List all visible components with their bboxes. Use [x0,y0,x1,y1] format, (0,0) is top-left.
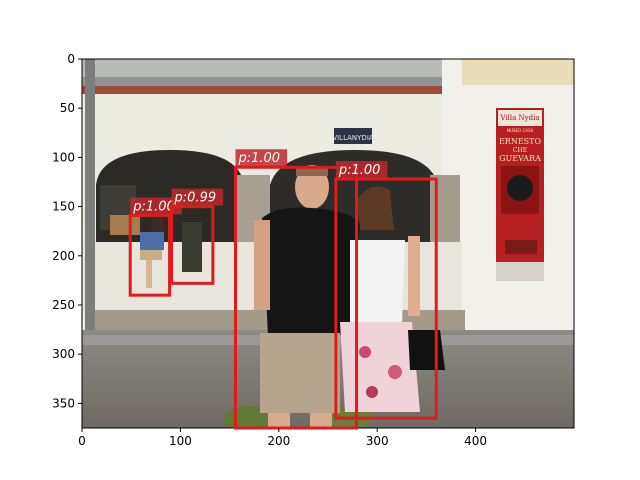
person-small-2 [182,206,202,272]
detection-label: p:1.00 [338,163,381,178]
poster-title: Villa Nydia [499,114,539,122]
y-ticks: 0 50 100 150 200 250 300 350 [52,52,82,410]
poster-line3: ERNESTO [499,137,542,146]
y-tick-label: 350 [52,396,75,410]
poster: Villa Nydia MUSEO CASA ERNESTO CHE GUEVA… [496,108,544,281]
x-ticks: 0 100 200 300 400 [78,428,487,448]
detection-label-bg [171,188,224,206]
photo: VILLANYDIA Villa Nydia MUSEO CASA ERNEST… [82,59,574,428]
detection-box [128,213,172,297]
person-small-1 [140,218,165,288]
roof [82,59,442,77]
detection-label: p:0.99 [174,191,217,206]
detection-label-bg [235,149,288,167]
y-tick-label: 300 [52,347,75,361]
detections: p:1.00p:0.99p:1.00p:1.00 [128,149,438,430]
y-tick-label: 0 [67,52,75,66]
detection-label-bg [335,161,388,179]
roof-tiles [82,86,462,94]
x-tick-label: 200 [267,434,290,448]
poster-line4: CHE [513,147,527,154]
y-tick-label: 200 [52,249,75,263]
detection-label: p:1.00 [132,199,175,214]
detection-box [334,177,438,420]
x-tick-label: 400 [464,434,487,448]
detection-box [170,205,215,285]
detection-box [234,165,359,430]
y-tick-label: 100 [52,150,75,164]
detection-label: p:1.00 [238,151,281,166]
poster-line1: MUSEO CASA [507,128,534,133]
poster-line5: GUEVARA [499,154,541,163]
detection-label-bg [130,197,182,215]
x-tick-label: 100 [169,434,192,448]
pole [85,59,95,369]
x-tick-label: 0 [78,434,86,448]
building-sign-text: VILLANYDIA [332,134,374,142]
woman [340,186,445,412]
y-tick-label: 50 [60,101,75,115]
x-tick-label: 300 [366,434,389,448]
y-tick-label: 250 [52,298,75,312]
y-tick-label: 150 [52,200,75,214]
building-sign [334,128,372,144]
